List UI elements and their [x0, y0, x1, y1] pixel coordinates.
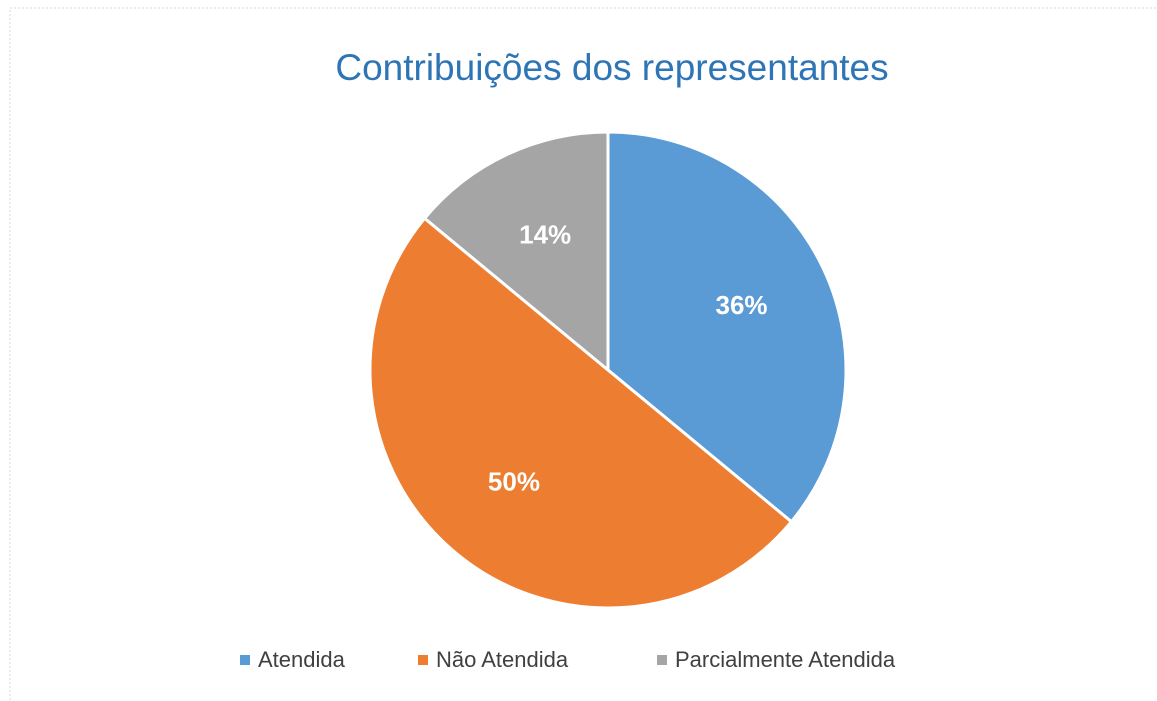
chart-title: Contribuições dos representantes: [335, 47, 888, 88]
legend-label: Atendida: [258, 647, 346, 672]
pie-slice: [422, 130, 610, 374]
data-label: 36%: [715, 290, 767, 320]
data-label: 50%: [488, 467, 540, 497]
legend-marker: [240, 655, 250, 665]
legend-label: Parcialmente Atendida: [675, 647, 896, 672]
legend-marker: [657, 655, 667, 665]
pie-slice: [606, 130, 848, 524]
legend-label: Não Atendida: [436, 647, 569, 672]
pie-slice: [368, 216, 794, 610]
legend-marker: [418, 655, 428, 665]
data-label: 14%: [519, 219, 571, 249]
